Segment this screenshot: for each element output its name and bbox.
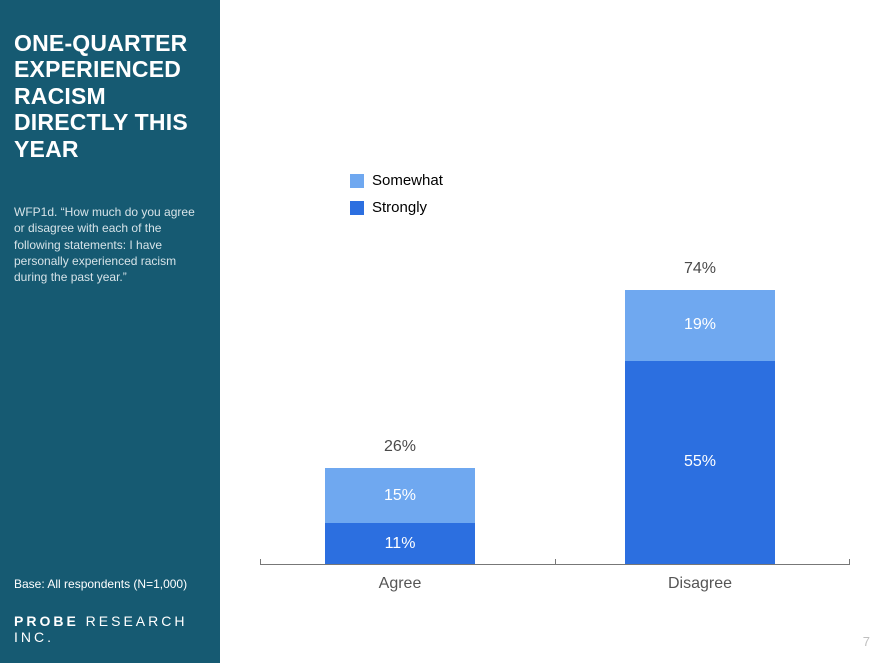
company-logo: PROBE RESEARCH INC. (14, 613, 220, 645)
chart-legend: Somewhat Strongly (350, 172, 443, 226)
bar-chart: Somewhat Strongly 11%15% 26% 55%19% 74% Agr… (260, 140, 860, 595)
legend-swatch (350, 174, 364, 188)
legend-label: Strongly (372, 199, 427, 216)
legend-item-strongly: Strongly (350, 199, 443, 216)
question-text: WFP1d. “How much do you agree or disagre… (14, 204, 206, 285)
page-number: 7 (863, 634, 870, 649)
legend-item-somewhat: Somewhat (350, 172, 443, 189)
bar-segment-strongly: 11% (325, 523, 475, 564)
bar-segment-strongly: 55% (625, 361, 775, 565)
axis-tick (260, 559, 261, 565)
bar-segment-somewhat: 19% (625, 290, 775, 360)
slide-title: ONE-QUARTER EXPERIENCED RACISM DIRECTLY … (14, 30, 206, 162)
logo-bold: PROBE (14, 613, 79, 629)
axis-tick (849, 559, 850, 565)
bar-segment-somewhat: 15% (325, 468, 475, 524)
bar-total-label: 74% (625, 260, 775, 278)
category-label: Disagree (625, 575, 775, 593)
bar-total-label: 26% (325, 438, 475, 456)
axis-tick (555, 559, 556, 565)
legend-label: Somewhat (372, 172, 443, 189)
base-note: Base: All respondents (N=1,000) (14, 577, 187, 591)
category-label: Agree (325, 575, 475, 593)
sidebar: ONE-QUARTER EXPERIENCED RACISM DIRECTLY … (0, 0, 220, 663)
legend-swatch (350, 201, 364, 215)
